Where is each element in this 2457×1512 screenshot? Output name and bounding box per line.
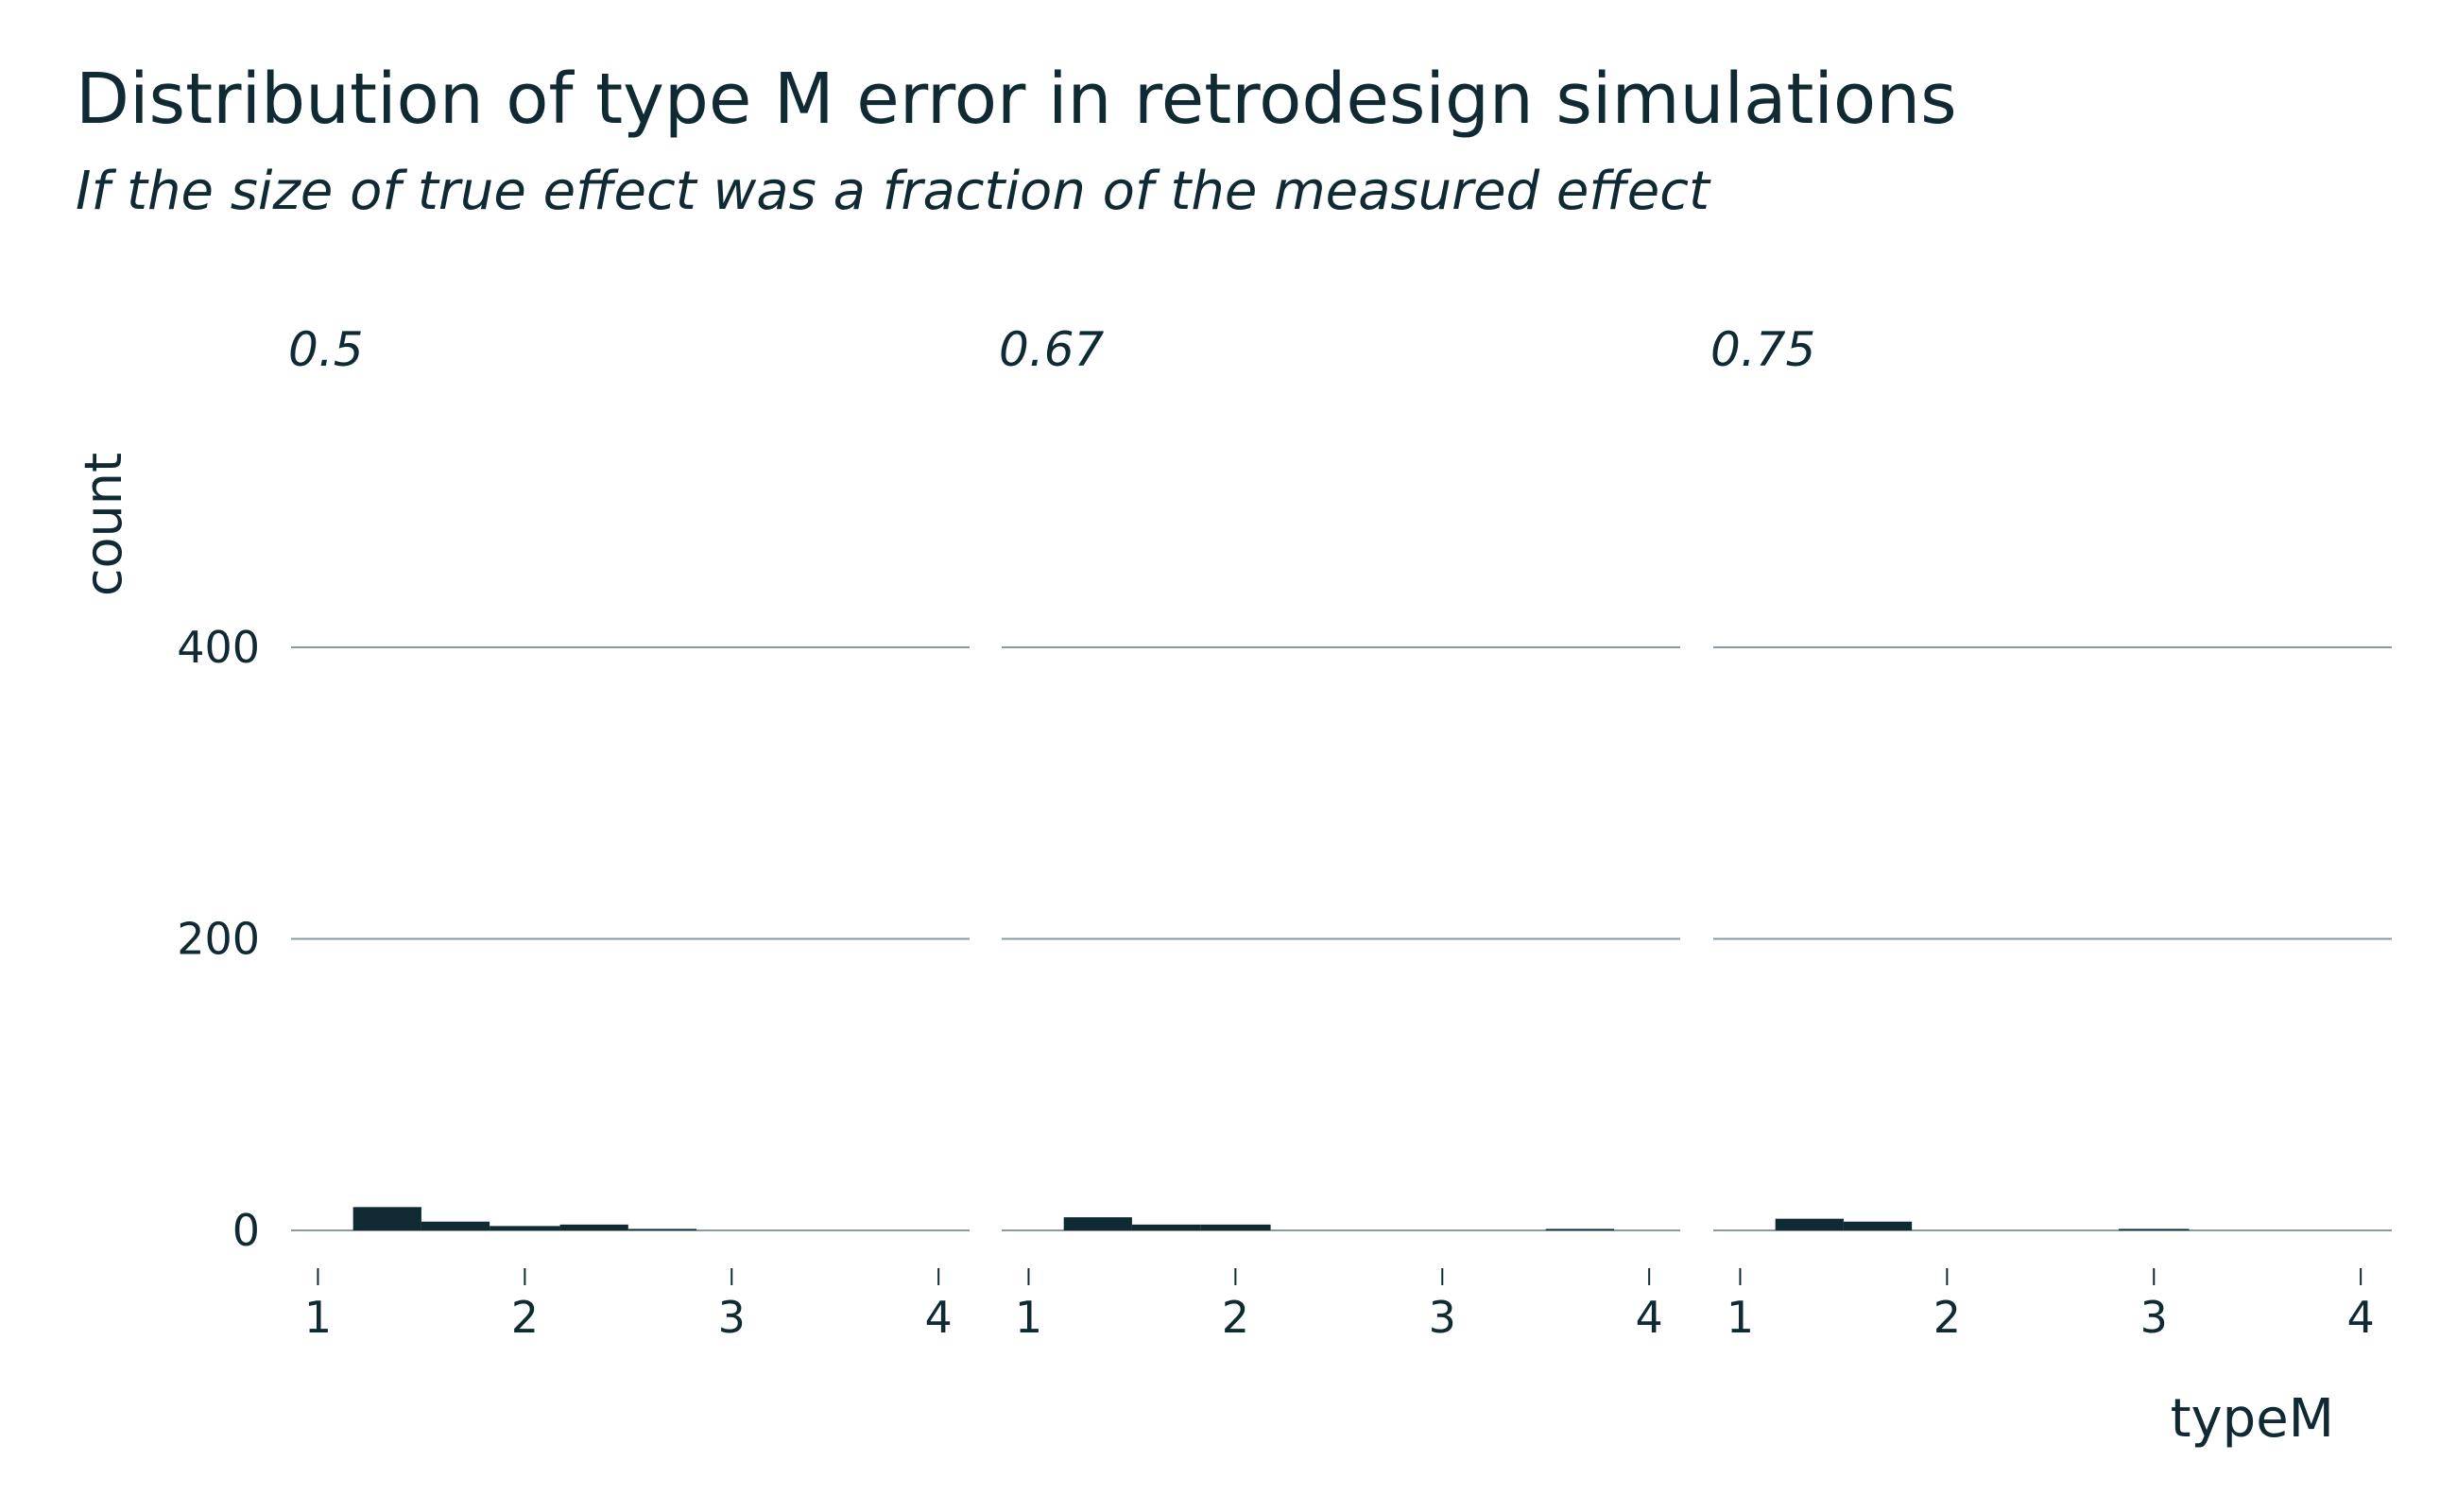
x-tick-label: 2 xyxy=(511,1292,539,1343)
histogram-bar xyxy=(627,1228,697,1230)
y-axis-label: count xyxy=(74,453,133,596)
x-tick-label: 4 xyxy=(1636,1292,1663,1343)
x-tick-label: 3 xyxy=(2140,1292,2168,1343)
x-tick-label: 3 xyxy=(1429,1292,1456,1343)
histogram-bar xyxy=(352,1207,421,1230)
histogram-bar xyxy=(1843,1221,1913,1230)
x-tick-label: 4 xyxy=(2347,1292,2375,1343)
x-tick-label: 2 xyxy=(1933,1292,1961,1343)
histogram-bar xyxy=(1200,1224,1271,1230)
y-tick-label: 200 xyxy=(177,914,260,965)
histogram-bar xyxy=(1775,1218,1844,1230)
x-tick-label: 1 xyxy=(1727,1292,1754,1343)
x-tick-label: 1 xyxy=(304,1292,332,1343)
facet-label: 0.67 xyxy=(999,322,1105,377)
x-tick-label: 4 xyxy=(925,1292,953,1343)
facet-label: 0.5 xyxy=(288,322,364,377)
y-tick-label: 400 xyxy=(177,622,260,673)
histogram-bar xyxy=(490,1226,560,1230)
histogram-bar xyxy=(559,1224,628,1230)
x-tick-label: 1 xyxy=(1015,1292,1042,1343)
y-tick-label: 0 xyxy=(232,1205,260,1256)
chart-title: Distribution of type M error in retrodes… xyxy=(76,59,1957,140)
x-axis-label: typeM xyxy=(2171,1388,2334,1450)
histogram-bar xyxy=(1131,1224,1201,1230)
x-tick-label: 2 xyxy=(1222,1292,1249,1343)
histogram-bar xyxy=(2119,1228,2190,1230)
histogram-bar xyxy=(1063,1217,1132,1230)
x-tick-label: 3 xyxy=(718,1292,746,1343)
histogram-bar xyxy=(1545,1228,1614,1230)
histogram-bar xyxy=(421,1221,490,1230)
chart-subtitle: If the size of true effect was a fractio… xyxy=(76,161,1710,222)
facet-label: 0.75 xyxy=(1710,322,1815,377)
